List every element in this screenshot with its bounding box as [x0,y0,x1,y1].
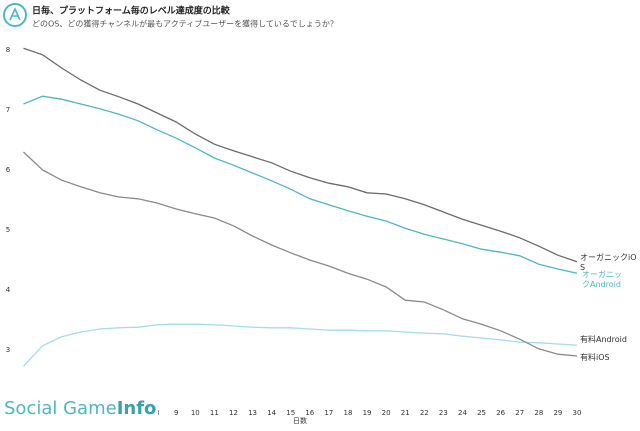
y-tick-label: 8 [6,46,10,54]
line [23,95,578,274]
x-tick-label: 25 [477,409,486,417]
y-tick-label: 7 [6,106,10,114]
x-tick-label: 19 [363,409,372,417]
watermark-text: Info [116,398,157,419]
series-label: オーガニックiOS [580,252,637,272]
x-tick-label: 27 [515,409,524,417]
logo-icon [3,3,27,27]
x-tick-label: 21 [401,409,410,417]
x-tick-label: 10 [191,409,200,417]
x-tick-label: 18 [344,409,353,417]
line [23,47,578,263]
chart-subtitle: どのOS、どの獲得チャンネルが最もアクティブユーザーを獲得しているでしょうか？ [32,19,338,29]
x-tick-label: 12 [229,409,238,417]
watermark-text: Social Game [4,398,117,419]
watermark: Social GameInfo [4,398,159,419]
logo-icon [9,7,21,21]
series-label: 有料Android [580,335,627,345]
x-tick-label: 14 [267,409,276,417]
x-tick-label: 24 [458,409,467,417]
x-tick-label: 15 [286,409,295,417]
chart-title: 日毎、プラットフォーム毎のレベル達成度の比較 [32,5,231,17]
y-tick-label: 6 [6,166,11,174]
x-tick-label: 22 [420,409,429,417]
x-tick-label: 16 [305,409,314,417]
x-tick-label: 17 [324,409,333,417]
series-label: 有料iOS [580,353,610,362]
y-tick-label: 4 [6,286,11,294]
x-tick-label: 23 [439,409,448,417]
x-tick-label: 28 [534,409,543,417]
x-tick-label: 26 [496,409,505,417]
x-tick-label: 20 [382,409,391,417]
line [23,151,578,357]
x-tick-label: 13 [248,409,257,417]
y-tick-label: 3 [6,346,10,354]
x-tick-label: 11 [210,409,219,417]
line [23,323,578,367]
x-tick-label: 29 [553,409,562,417]
x-tick-label: 30 [573,409,582,417]
x-tick-label: 9 [174,409,178,417]
y-tick-label: 5 [6,226,10,234]
series-label: オーガニックAndroid [582,270,622,290]
x-axis-label: 日数 [293,416,307,425]
